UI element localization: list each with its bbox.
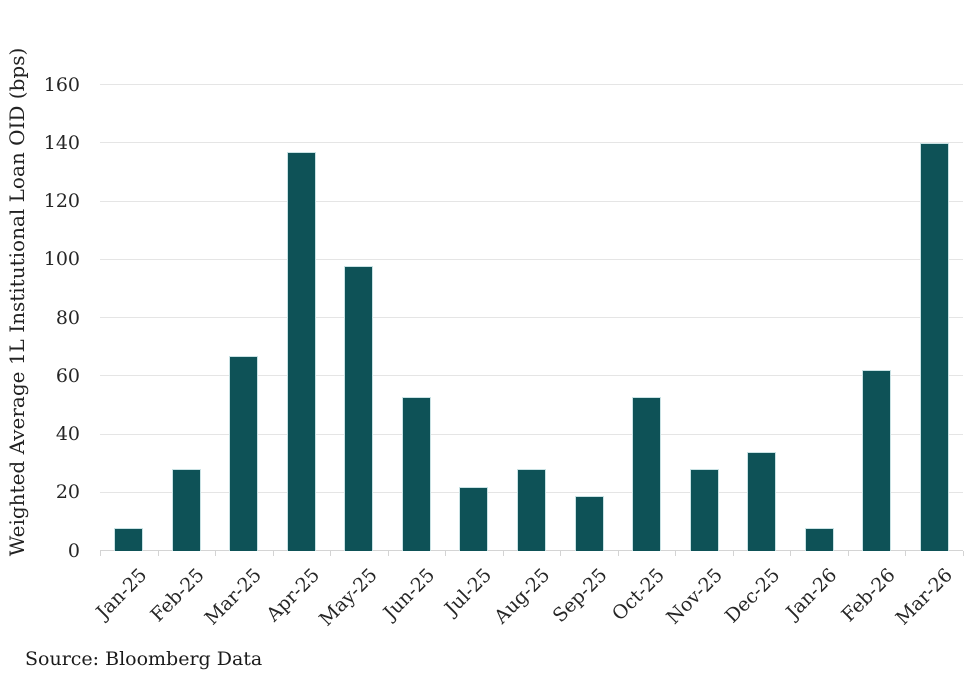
bar-Mar-25 <box>229 355 259 551</box>
bar-Jan-26 <box>804 527 834 551</box>
bar-Jun-25 <box>401 396 431 551</box>
bar-Feb-25 <box>171 469 201 551</box>
x-axis-tick-mark <box>100 551 101 556</box>
bar-Sep-25 <box>574 495 604 551</box>
x-tick-label: Feb-26 <box>836 564 900 627</box>
bar-Aug-25 <box>517 469 546 551</box>
x-tick-label: Mar-25 <box>201 564 267 630</box>
x-tick-label: Jul-25 <box>440 564 497 620</box>
gridline <box>100 142 963 144</box>
bar-Nov-25 <box>689 469 719 551</box>
bar-May-25 <box>344 265 374 551</box>
y-tick-label: 140 <box>43 131 80 154</box>
gridline <box>100 375 963 377</box>
y-tick-label: 100 <box>43 248 80 271</box>
x-axis-tick-mark <box>848 551 849 556</box>
x-tick-label: Mar-26 <box>891 564 957 630</box>
x-tick-label: Sep-25 <box>548 564 612 627</box>
source-note: Source: Bloomberg Data <box>25 648 263 670</box>
x-tick-label: Dec-25 <box>720 564 785 628</box>
x-tick-label: May-25 <box>314 564 382 631</box>
x-tick-label: Jan-26 <box>782 564 842 624</box>
y-tick-label: 40 <box>55 423 80 445</box>
bar-Feb-26 <box>862 370 892 551</box>
x-axis-tick-mark <box>273 551 274 556</box>
x-tick-label: Oct-25 <box>608 564 670 626</box>
bar-Mar-26 <box>919 143 949 551</box>
gridline <box>100 433 963 435</box>
gridline <box>100 258 963 260</box>
y-axis-title: Weighted Average 1L Institutional Loan O… <box>5 47 29 557</box>
x-axis-tick-mark <box>963 551 964 556</box>
y-tick-label: 60 <box>55 364 80 387</box>
bar-Jan-25 <box>114 527 144 551</box>
x-tick-label: Nov-25 <box>662 564 727 629</box>
y-tick-label: 0 <box>67 539 80 562</box>
x-axis-tick-mark <box>790 551 791 556</box>
x-tick-label: Aug-25 <box>489 564 555 629</box>
gridline <box>100 200 963 202</box>
x-axis-tick-mark <box>215 551 216 556</box>
y-tick-label: 160 <box>43 73 80 96</box>
y-tick-label: 120 <box>43 190 80 212</box>
gridline <box>100 84 963 85</box>
x-axis-tick-mark <box>158 551 159 556</box>
bar-Apr-25 <box>286 152 316 551</box>
y-tick-label: 80 <box>55 306 80 329</box>
bar-Jul-25 <box>459 486 489 551</box>
x-axis-tick-mark <box>445 551 446 556</box>
x-axis-tick-mark <box>388 551 389 556</box>
x-tick-label: Feb-25 <box>146 564 209 627</box>
bar-Oct-25 <box>632 396 662 551</box>
x-tick-label: Jan-25 <box>92 564 152 624</box>
x-axis-tick-mark <box>330 551 331 556</box>
x-axis-tick-mark <box>560 551 561 556</box>
x-axis-tick-mark <box>675 551 676 556</box>
x-axis-tick-mark <box>503 551 504 556</box>
bar-Dec-25 <box>747 451 777 551</box>
y-tick-label: 20 <box>55 481 80 504</box>
x-axis-tick-mark <box>905 551 906 556</box>
x-axis-tick-mark <box>618 551 619 556</box>
x-tick-label: Jun-25 <box>379 564 439 624</box>
x-tick-label: Apr-25 <box>262 564 324 626</box>
gridline <box>100 317 963 318</box>
plot-area <box>100 84 964 556</box>
x-axis-tick-mark <box>733 551 734 556</box>
